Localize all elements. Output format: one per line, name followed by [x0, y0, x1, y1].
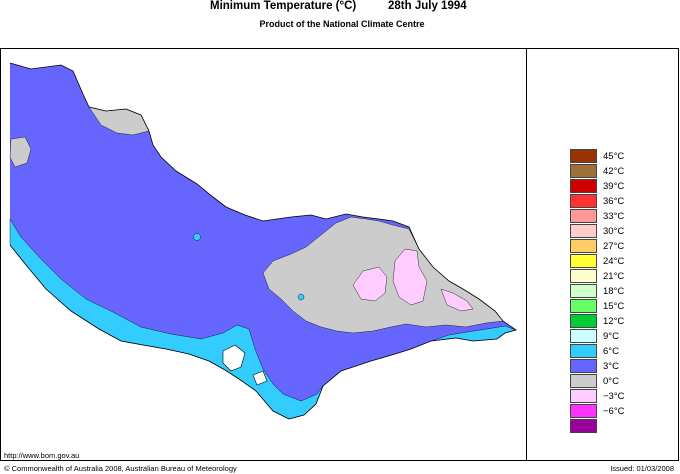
- legend-label: 39°C: [603, 181, 625, 192]
- legend-item: 6°C: [570, 344, 670, 359]
- legend-swatch: [570, 404, 597, 418]
- map-subtitle: Product of the National Climate Centre: [0, 19, 680, 29]
- legend-swatch: [570, 419, 597, 433]
- legend-swatch: [570, 194, 597, 208]
- legend-item: 42°C: [570, 164, 670, 179]
- legend-swatch: [570, 314, 597, 328]
- legend-divider: [526, 48, 527, 461]
- legend-swatch: [570, 224, 597, 238]
- legend-swatch: [570, 164, 597, 178]
- legend-swatch: [570, 389, 597, 403]
- legend-item: 12°C: [570, 314, 670, 329]
- coastline: [9, 62, 517, 420]
- map-title-bar: Minimum Temperature (°C) 28th July 1994: [0, 0, 680, 14]
- legend-label: 33°C: [603, 211, 625, 222]
- legend-swatch: [570, 374, 597, 388]
- legend-swatch: [570, 299, 597, 313]
- region-minus3-0c-alps-1: [352, 266, 388, 302]
- legend-swatch: [570, 209, 597, 223]
- legend-item: [570, 419, 670, 434]
- legend-item: 21°C: [570, 269, 670, 284]
- lake-dot-1: [193, 233, 201, 241]
- map-frame: [0, 48, 679, 461]
- subtitle-text: Product of the National Climate Centre: [259, 19, 425, 29]
- port-phillip-bay: [222, 344, 246, 372]
- map-title: Minimum Temperature (°C): [210, 0, 357, 12]
- region-0-3c-west: [9, 136, 32, 168]
- legend-label: 30°C: [603, 226, 625, 237]
- legend-item: 36°C: [570, 194, 670, 209]
- legend-item: 24°C: [570, 254, 670, 269]
- issued-date: Issued: 01/03/2008: [610, 464, 674, 473]
- legend-item: 33°C: [570, 209, 670, 224]
- legend-label: −3°C: [603, 391, 625, 402]
- legend-swatch: [570, 179, 597, 193]
- legend-item: −6°C: [570, 404, 670, 419]
- copyright-notice: © Commonwealth of Australia 2008, Austra…: [4, 464, 237, 473]
- western-port: [252, 370, 268, 386]
- land-region-3-6c: [10, 63, 516, 419]
- map-date: 28th July 1994: [388, 0, 467, 12]
- legend-label: 45°C: [603, 151, 625, 162]
- legend-swatch: [570, 344, 597, 358]
- legend-item: 0°C: [570, 374, 670, 389]
- legend-item: 18°C: [570, 284, 670, 299]
- legend-item: 39°C: [570, 179, 670, 194]
- legend-item: 3°C: [570, 359, 670, 374]
- legend-label: 27°C: [603, 241, 625, 252]
- legend-label: 12°C: [603, 316, 625, 327]
- legend-swatch: [570, 239, 597, 253]
- legend-label: 0°C: [603, 376, 619, 387]
- legend-swatch: [570, 284, 597, 298]
- legend-label: 6°C: [603, 346, 619, 357]
- temperature-legend: 45°C 42°C 39°C 36°C 33°C 30°C 27°C 24°C 21°C 18°C…: [570, 149, 670, 434]
- legend-label: 18°C: [603, 286, 625, 297]
- legend-swatch: [570, 254, 597, 268]
- legend-label: 24°C: [603, 256, 625, 267]
- legend-swatch: [570, 359, 597, 373]
- legend-label: 36°C: [603, 196, 625, 207]
- legend-label: −6°C: [603, 406, 625, 417]
- legend-item: 45°C: [570, 149, 670, 164]
- lake-dot-2: [297, 293, 305, 301]
- legend-item: −3°C: [570, 389, 670, 404]
- legend-label: 3°C: [603, 361, 619, 372]
- source-url: http://www.bom.gov.au: [4, 451, 80, 460]
- legend-swatch: [570, 149, 597, 163]
- region-minus3-0c-alps-3: [440, 288, 474, 312]
- legend-label: 15°C: [603, 301, 625, 312]
- legend-swatch: [570, 269, 597, 283]
- legend-swatch: [570, 329, 597, 343]
- region-minus3-0c-alps-2: [392, 248, 428, 306]
- victoria-temperature-map: [9, 62, 517, 420]
- legend-item: 30°C: [570, 224, 670, 239]
- legend-label: 9°C: [603, 331, 619, 342]
- legend-item: 15°C: [570, 299, 670, 314]
- legend-label: 42°C: [603, 166, 625, 177]
- legend-item: 27°C: [570, 239, 670, 254]
- legend-item: 9°C: [570, 329, 670, 344]
- legend-label: 21°C: [603, 271, 625, 282]
